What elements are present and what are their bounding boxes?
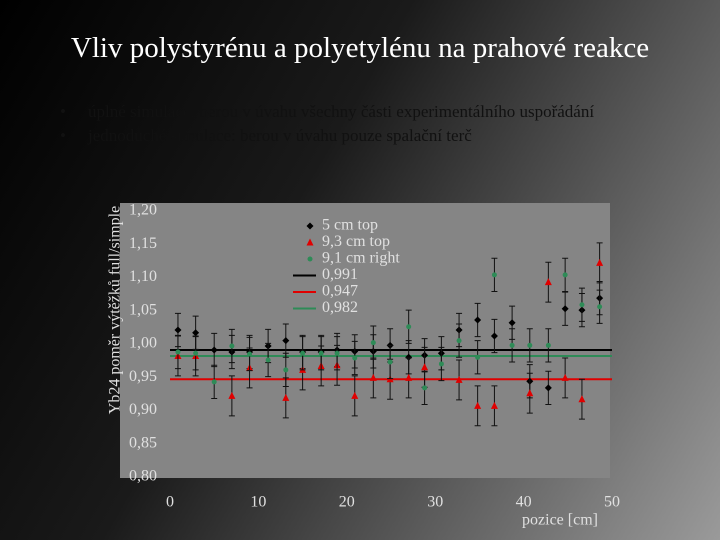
data-point [282,337,290,345]
data-point [406,324,412,330]
y-tick-label: 1,20 [129,202,157,219]
data-point [527,342,533,348]
legend-label: 9,1 cm right [322,250,400,267]
x-tick-label: 40 [516,494,532,511]
y-tick-label: 1,05 [129,301,157,318]
data-point [596,258,604,266]
data-point [508,319,516,327]
x-tick-label: 0 [166,494,174,511]
bullet: úplné simulace: berou v úvahu všechny čá… [60,102,620,122]
data-point [509,342,515,348]
data-point [387,359,393,365]
legend-marker [306,238,314,246]
legend-label: 9,3 cm top [322,233,390,250]
data-point [597,304,603,310]
legend-label: 0,982 [322,299,358,316]
data-point [490,332,498,340]
legend-label: 0,947 [322,283,358,300]
y-tick-label: 1,15 [129,235,157,252]
legend-marker [306,222,314,230]
data-point [561,305,569,313]
bullet: jednoduché simulace: berou v úvahu pouze… [60,126,620,146]
data-point [283,367,289,373]
data-point [561,373,569,381]
data-point [369,373,377,381]
x-tick-label: 30 [427,494,443,511]
y-tick-label: 1,00 [129,335,157,352]
plot-background [120,203,610,478]
data-point [456,338,462,344]
data-point [562,272,568,278]
data-point [211,379,217,385]
data-point [247,351,253,357]
slide-title: Vliv polystyrénu a polyetylénu na prahov… [70,32,650,64]
y-tick-label: 0,85 [129,434,157,451]
x-tick-label: 50 [604,494,620,511]
data-point [193,350,199,356]
data-point [192,329,200,337]
y-tick-label: 1,10 [129,268,157,285]
legend-label: 0,991 [322,266,358,283]
data-point [334,350,340,356]
data-point [526,389,534,397]
data-point [474,316,482,324]
bullet-list: úplné simulace: berou v úvahu všechny čá… [60,102,620,150]
data-point [475,354,481,360]
data-point [544,278,552,286]
data-point [228,391,236,399]
data-point [474,401,482,409]
data-point [352,355,358,361]
y-axis-label: Yb24 poměr výtěžků full/simple [107,206,124,414]
data-point [405,353,413,361]
x-tick-label: 10 [250,494,266,511]
data-point [438,361,444,367]
x-tick-label: 20 [339,494,355,511]
data-point [421,363,429,371]
y-tick-label: 0,80 [129,468,157,485]
data-point [455,375,463,383]
data-point [422,385,428,391]
data-point [490,401,498,409]
data-point [174,326,182,334]
x-axis-label: pozice [cm] [522,512,598,529]
data-point [405,373,413,381]
data-point [175,349,181,355]
data-point [265,357,271,363]
data-point [579,302,585,308]
data-point [545,342,551,348]
legend-marker [307,256,313,262]
y-tick-label: 0,95 [129,368,157,385]
data-point [229,343,235,349]
y-tick-label: 0,90 [129,401,157,418]
data-point [578,395,586,403]
data-point [210,346,218,354]
data-point [282,393,290,401]
legend-label: 5 cm top [322,217,378,234]
data-point [300,350,306,356]
data-point [491,272,497,278]
data-point [370,340,376,346]
data-point [544,384,552,392]
data-point [318,350,324,356]
data-point [351,391,359,399]
